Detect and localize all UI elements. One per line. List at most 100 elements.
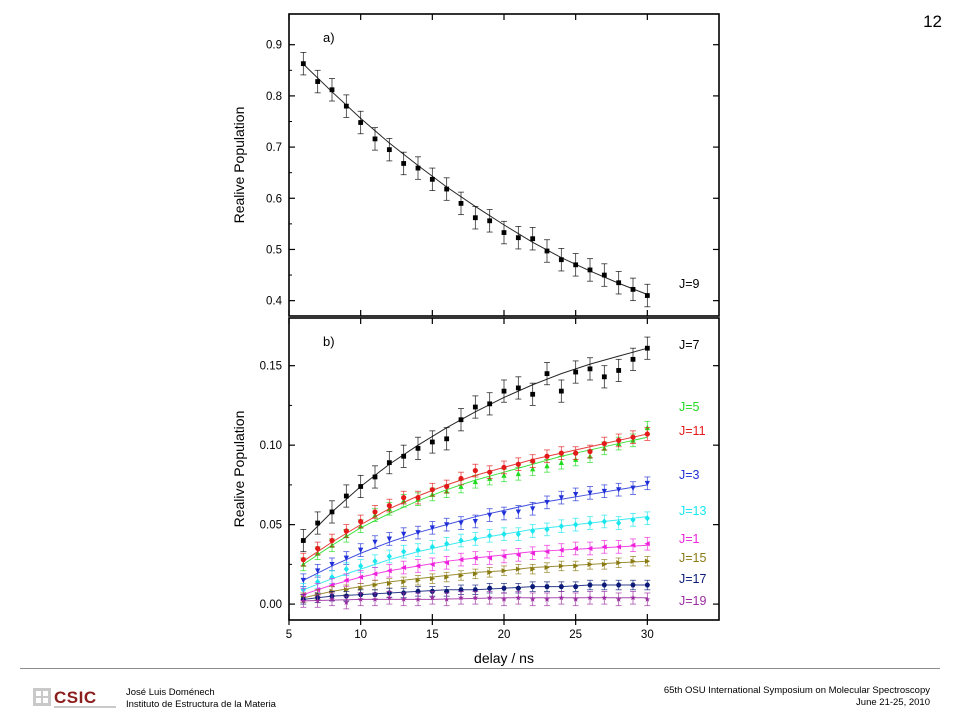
fit-line (302, 63, 648, 295)
data-point (616, 487, 622, 493)
data-point (444, 574, 450, 580)
data-point (315, 79, 321, 84)
y-tick-label: 0.10 (260, 440, 282, 452)
y-tick-label: 0.4 (266, 296, 283, 308)
data-point (343, 566, 349, 573)
data-point (587, 519, 593, 527)
data-point (558, 547, 564, 553)
data-point (329, 561, 335, 568)
data-point (644, 345, 650, 351)
data-point (300, 597, 307, 604)
footer-conference: 65th OSU International Symposium on Mole… (663, 685, 930, 696)
data-point (472, 467, 478, 474)
series-j3: J=3 (300, 468, 700, 588)
y-axis-label: Realive Population (231, 411, 247, 528)
data-point (544, 584, 550, 590)
data-point (458, 556, 464, 563)
data-point (530, 236, 536, 242)
data-point (529, 584, 536, 590)
data-point (558, 594, 565, 601)
data-point (544, 453, 550, 459)
data-point (515, 461, 521, 467)
plot-frame (288, 13, 720, 317)
data-point (372, 539, 378, 545)
data-point (429, 176, 435, 182)
data-point (529, 596, 536, 602)
series-j15: J=15 (300, 551, 707, 603)
series-label: J=19 (679, 594, 707, 608)
data-point (644, 541, 650, 547)
data-point (400, 564, 407, 571)
series-label: J=15 (679, 551, 707, 565)
data-point (429, 594, 436, 601)
data-point (616, 280, 622, 286)
data-point (558, 450, 564, 456)
data-point (386, 536, 392, 542)
data-point (558, 257, 564, 263)
data-point (472, 594, 479, 601)
data-point (630, 434, 636, 440)
data-point (458, 520, 464, 526)
data-point (357, 574, 364, 580)
data-point (515, 552, 521, 558)
data-point (644, 431, 650, 437)
data-point (501, 464, 507, 471)
data-point (501, 531, 507, 538)
data-point (616, 368, 622, 373)
series-j7: J=7 (300, 336, 700, 553)
data-point (630, 542, 636, 548)
data-point (343, 493, 349, 499)
data-point (401, 579, 407, 585)
data-point (444, 483, 450, 490)
data-point (487, 469, 493, 475)
data-point (573, 369, 579, 375)
data-point (358, 484, 364, 489)
data-point (487, 569, 493, 575)
data-point (558, 388, 564, 394)
data-point (558, 563, 565, 569)
data-point (400, 596, 407, 602)
data-point (358, 547, 364, 553)
series-j19: J=19 (300, 590, 707, 610)
data-point (315, 568, 321, 574)
data-point (329, 537, 335, 544)
data-point (558, 495, 564, 501)
data-point (401, 453, 407, 459)
data-point (372, 136, 378, 142)
data-point (544, 499, 550, 506)
data-point (429, 561, 435, 568)
series-j9: J=9 (300, 51, 700, 308)
data-point (472, 535, 478, 543)
y-tick-label: 0.00 (260, 599, 282, 611)
data-point (300, 538, 306, 543)
data-point (587, 582, 593, 588)
data-point (300, 61, 306, 67)
data-point (372, 558, 378, 565)
series-label: J=9 (679, 277, 700, 291)
data-point (644, 480, 650, 487)
data-point (415, 546, 421, 554)
data-point (458, 200, 464, 206)
data-point (587, 594, 593, 601)
data-point (444, 522, 450, 528)
data-point (573, 262, 579, 268)
data-point (601, 561, 608, 568)
data-point (458, 483, 464, 489)
data-point (472, 215, 478, 221)
data-point (644, 558, 651, 564)
data-point (601, 272, 607, 278)
data-point (615, 582, 622, 588)
data-point (401, 161, 407, 166)
series-label: J=17 (679, 572, 707, 586)
panel-label: a) (323, 30, 335, 45)
data-point (515, 235, 521, 241)
data-point (315, 520, 321, 526)
series-label: J=3 (679, 468, 700, 482)
data-point (601, 594, 608, 601)
data-point (530, 458, 536, 464)
data-point (601, 440, 607, 447)
data-point (386, 460, 392, 466)
data-point (372, 596, 378, 602)
data-point (343, 555, 349, 561)
data-point (501, 388, 507, 394)
